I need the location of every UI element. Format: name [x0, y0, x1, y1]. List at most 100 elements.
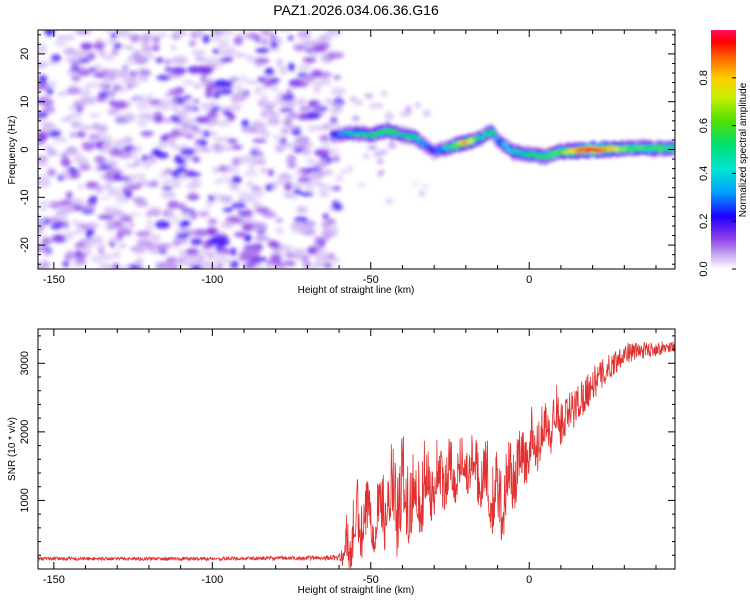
noise-blob	[61, 169, 71, 179]
noise-blob	[40, 98, 54, 107]
noise-blob	[294, 249, 305, 258]
noise-blob	[273, 143, 288, 151]
noise-blob	[71, 220, 82, 226]
colorbar: 0.0 0.2 0.4 0.6 0.8 Normalized spectral ampl…	[698, 30, 749, 277]
noise-blob	[154, 220, 171, 229]
noise-blob	[340, 169, 347, 174]
noise-blob	[231, 158, 241, 167]
noise-blob	[280, 127, 290, 135]
noise-blob	[256, 128, 269, 135]
noise-blob	[184, 169, 197, 178]
noise-blob	[194, 55, 206, 63]
noise-blob	[377, 169, 385, 176]
noise-blob	[65, 191, 73, 199]
noise-blob	[57, 91, 68, 97]
noise-blob	[314, 148, 331, 157]
noise-blob	[117, 153, 133, 159]
noise-blob	[94, 155, 106, 164]
noise-blob	[212, 48, 220, 54]
noise-blob	[306, 247, 319, 255]
noise-blob	[376, 103, 384, 108]
noise-blob	[261, 211, 277, 218]
noise-blob	[63, 48, 77, 55]
signal-cell	[479, 135, 486, 139]
noise-blob	[261, 37, 269, 46]
noise-blob	[152, 36, 160, 43]
noise-blob	[75, 49, 86, 56]
noise-blob	[89, 113, 102, 118]
noise-blob	[152, 44, 160, 52]
noise-blob	[74, 242, 85, 249]
noise-blob	[134, 258, 144, 265]
noise-blob	[280, 245, 294, 251]
noise-blob	[329, 108, 339, 116]
noise-blob	[253, 236, 270, 241]
noise-blob	[381, 90, 387, 97]
noise-blob	[243, 245, 252, 250]
noise-blob	[313, 106, 329, 112]
noise-blob	[311, 265, 319, 269]
noise-blob	[117, 176, 130, 181]
noise-blob	[292, 228, 301, 235]
noise-blob	[351, 116, 360, 121]
noise-blob	[254, 154, 262, 163]
noise-blob	[400, 111, 410, 117]
noise-blob	[167, 200, 180, 209]
noise-blob	[280, 94, 295, 101]
noise-blob	[242, 209, 253, 218]
colorbar-tick-label: 0.4	[698, 166, 710, 181]
spectrogram-x-axis-label: Height of straight line (km)	[298, 285, 415, 296]
noise-blob	[247, 164, 256, 172]
noise-blob	[116, 144, 124, 151]
noise-blob	[323, 55, 331, 61]
noise-blob	[166, 211, 174, 220]
noise-blob	[287, 162, 297, 168]
noise-blob	[420, 184, 429, 188]
noise-blob	[126, 185, 142, 190]
noise-blob	[206, 111, 219, 120]
noise-blob	[136, 76, 150, 82]
noise-blob	[51, 234, 67, 243]
spectrogram-x-tick-label: 0	[526, 274, 532, 286]
noise-blob	[121, 44, 129, 49]
noise-blob	[38, 74, 48, 84]
noise-blob	[330, 52, 345, 59]
spectrogram-x-tick-label: -150	[43, 274, 65, 286]
noise-blob	[141, 45, 153, 54]
noise-blob	[242, 154, 257, 164]
noise-blob	[161, 186, 173, 191]
noise-blob	[170, 45, 177, 51]
noise-blob	[321, 142, 332, 148]
noise-blob	[241, 196, 257, 203]
noise-blob	[387, 143, 397, 149]
noise-blob	[313, 85, 321, 95]
noise-blob	[219, 223, 235, 228]
noise-blob	[252, 223, 268, 232]
noise-blob	[296, 46, 310, 51]
noise-blob	[38, 61, 48, 69]
noise-blob	[192, 229, 209, 237]
noise-blob	[38, 174, 50, 182]
noise-blob	[133, 246, 147, 255]
noise-blob	[265, 184, 273, 192]
noise-blob	[335, 175, 344, 182]
noise-blob	[249, 127, 258, 134]
noise-blob	[224, 56, 234, 62]
noise-blob	[297, 63, 312, 72]
signal-cell	[489, 129, 496, 134]
noise-blob	[245, 217, 256, 224]
noise-blob	[124, 112, 135, 120]
noise-blob	[357, 183, 366, 188]
noise-blob	[218, 88, 234, 95]
noise-blob	[160, 136, 169, 142]
noise-blob	[298, 106, 311, 111]
noise-blob	[173, 55, 189, 65]
noise-blob	[243, 171, 259, 177]
noise-blob	[107, 107, 120, 116]
signal-cell	[502, 143, 509, 148]
noise-blob	[251, 184, 261, 193]
noise-blob	[267, 240, 279, 248]
noise-blob	[144, 242, 155, 249]
noise-blob	[38, 180, 47, 188]
noise-blob	[291, 129, 302, 136]
